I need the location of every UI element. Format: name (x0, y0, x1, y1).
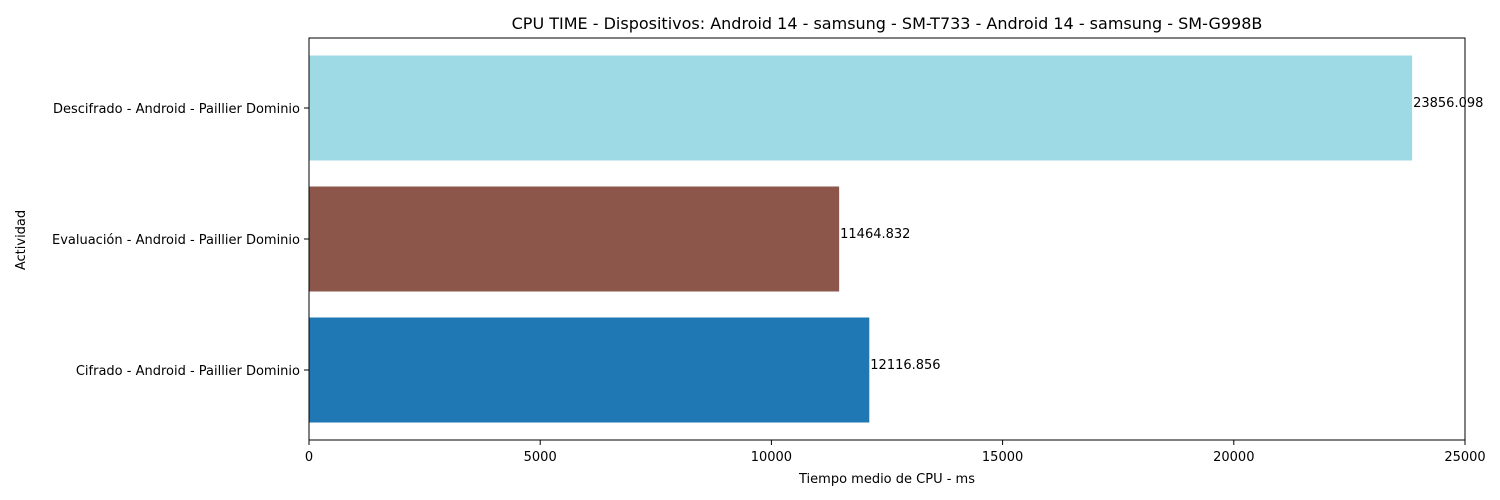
x-tick-label: 5000 (524, 450, 557, 465)
value-label: 12116.856 (870, 358, 940, 373)
category-label: Descifrado - Android - Paillier Dominio (53, 102, 300, 117)
x-tick-label: 10000 (751, 450, 792, 465)
bar (309, 186, 840, 292)
x-axis-label: Tiempo medio de CPU - ms (798, 472, 975, 487)
category-label: Evaluación - Android - Paillier Dominio (52, 233, 300, 248)
x-tick-label: 20000 (1213, 450, 1254, 465)
x-tick-label: 0 (305, 450, 313, 465)
category-label: Cifrado - Android - Paillier Dominio (76, 364, 300, 379)
x-tick-label: 25000 (1444, 450, 1485, 465)
bar (309, 55, 1413, 161)
chart-title: CPU TIME - Dispositivos: Android 14 - sa… (512, 14, 1263, 33)
value-label: 23856.098 (1413, 96, 1483, 111)
plot-area: Descifrado - Android - Paillier Dominio 2… (52, 55, 1486, 465)
x-tick-label: 15000 (982, 450, 1023, 465)
plot-frame (308, 37, 1466, 441)
bar (309, 317, 870, 423)
y-axis-label: Actividad (14, 210, 29, 270)
value-label: 11464.832 (840, 227, 910, 242)
